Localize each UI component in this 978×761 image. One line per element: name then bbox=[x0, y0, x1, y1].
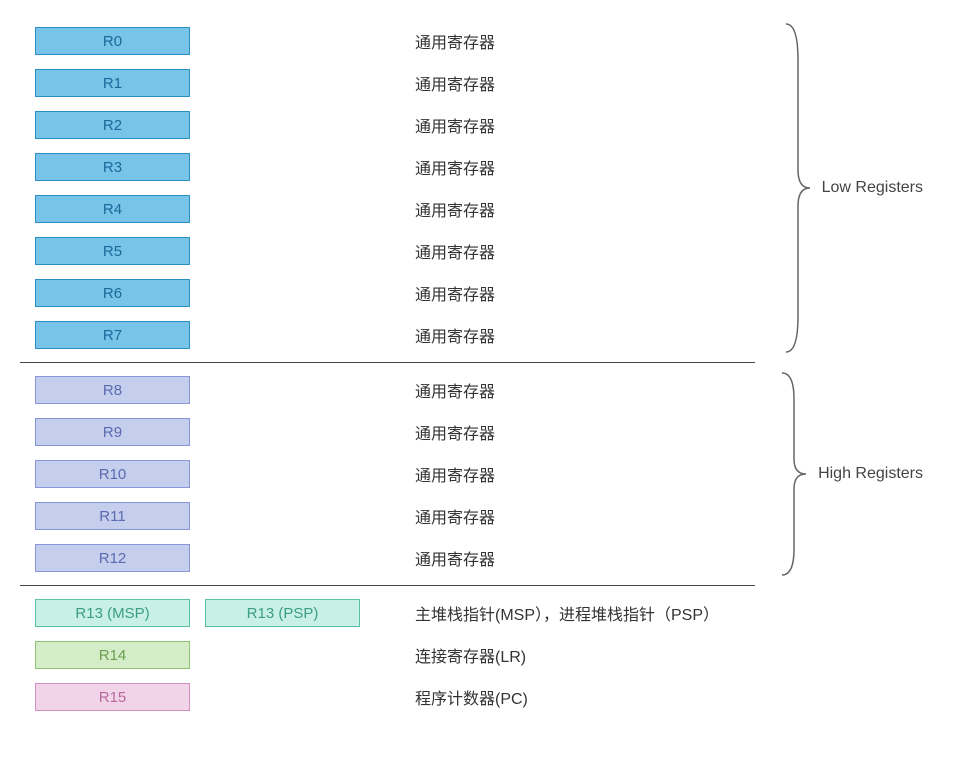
brace-icon bbox=[784, 20, 814, 356]
register-box-r1: R1 bbox=[35, 69, 190, 97]
register-desc: 通用寄存器 bbox=[415, 462, 495, 486]
register-desc: 通用寄存器 bbox=[415, 323, 495, 347]
register-box-r3: R3 bbox=[35, 153, 190, 181]
brace-high: High Registers bbox=[780, 369, 923, 579]
register-box-r6: R6 bbox=[35, 279, 190, 307]
register-row: R13 (MSP) R13 (PSP) 主堆栈指针(MSP），进程堆栈指针（PS… bbox=[20, 592, 958, 634]
register-box-r4: R4 bbox=[35, 195, 190, 223]
brace-icon bbox=[780, 369, 810, 579]
divider-low-high bbox=[20, 362, 755, 363]
register-row: R15 程序计数器(PC) bbox=[20, 676, 958, 718]
register-box-r13-msp: R13 (MSP) bbox=[35, 599, 190, 627]
register-row: R14 连接寄存器(LR) bbox=[20, 634, 958, 676]
register-desc: 通用寄存器 bbox=[415, 504, 495, 528]
divider-high-special bbox=[20, 585, 755, 586]
register-box-r11: R11 bbox=[35, 502, 190, 530]
register-desc: 通用寄存器 bbox=[415, 113, 495, 137]
register-desc: 通用寄存器 bbox=[415, 420, 495, 444]
register-desc: 通用寄存器 bbox=[415, 155, 495, 179]
brace-label-low: Low Registers bbox=[822, 179, 923, 197]
register-diagram: R0 通用寄存器 R1 通用寄存器 R2 通用寄存器 R3 通用寄存器 R4 通… bbox=[20, 20, 958, 718]
register-box-r2: R2 bbox=[35, 111, 190, 139]
register-desc: 通用寄存器 bbox=[415, 29, 495, 53]
register-desc: 通用寄存器 bbox=[415, 71, 495, 95]
register-box-r7: R7 bbox=[35, 321, 190, 349]
register-desc: 主堆栈指针(MSP），进程堆栈指针（PSP） bbox=[415, 601, 719, 625]
register-box-r12: R12 bbox=[35, 544, 190, 572]
brace-low: Low Registers bbox=[784, 20, 923, 356]
register-desc: 通用寄存器 bbox=[415, 197, 495, 221]
register-box-r13-psp: R13 (PSP) bbox=[205, 599, 360, 627]
register-desc: 通用寄存器 bbox=[415, 281, 495, 305]
register-box-r0: R0 bbox=[35, 27, 190, 55]
register-box-r15: R15 bbox=[35, 683, 190, 711]
register-desc: 通用寄存器 bbox=[415, 239, 495, 263]
register-desc: 程序计数器(PC) bbox=[415, 685, 528, 709]
register-desc: 通用寄存器 bbox=[415, 378, 495, 402]
register-box-r5: R5 bbox=[35, 237, 190, 265]
register-box-r9: R9 bbox=[35, 418, 190, 446]
register-box-r14: R14 bbox=[35, 641, 190, 669]
register-desc: 连接寄存器(LR) bbox=[415, 643, 526, 667]
register-box-r10: R10 bbox=[35, 460, 190, 488]
register-desc: 通用寄存器 bbox=[415, 546, 495, 570]
register-box-r8: R8 bbox=[35, 376, 190, 404]
brace-label-high: High Registers bbox=[818, 465, 923, 483]
